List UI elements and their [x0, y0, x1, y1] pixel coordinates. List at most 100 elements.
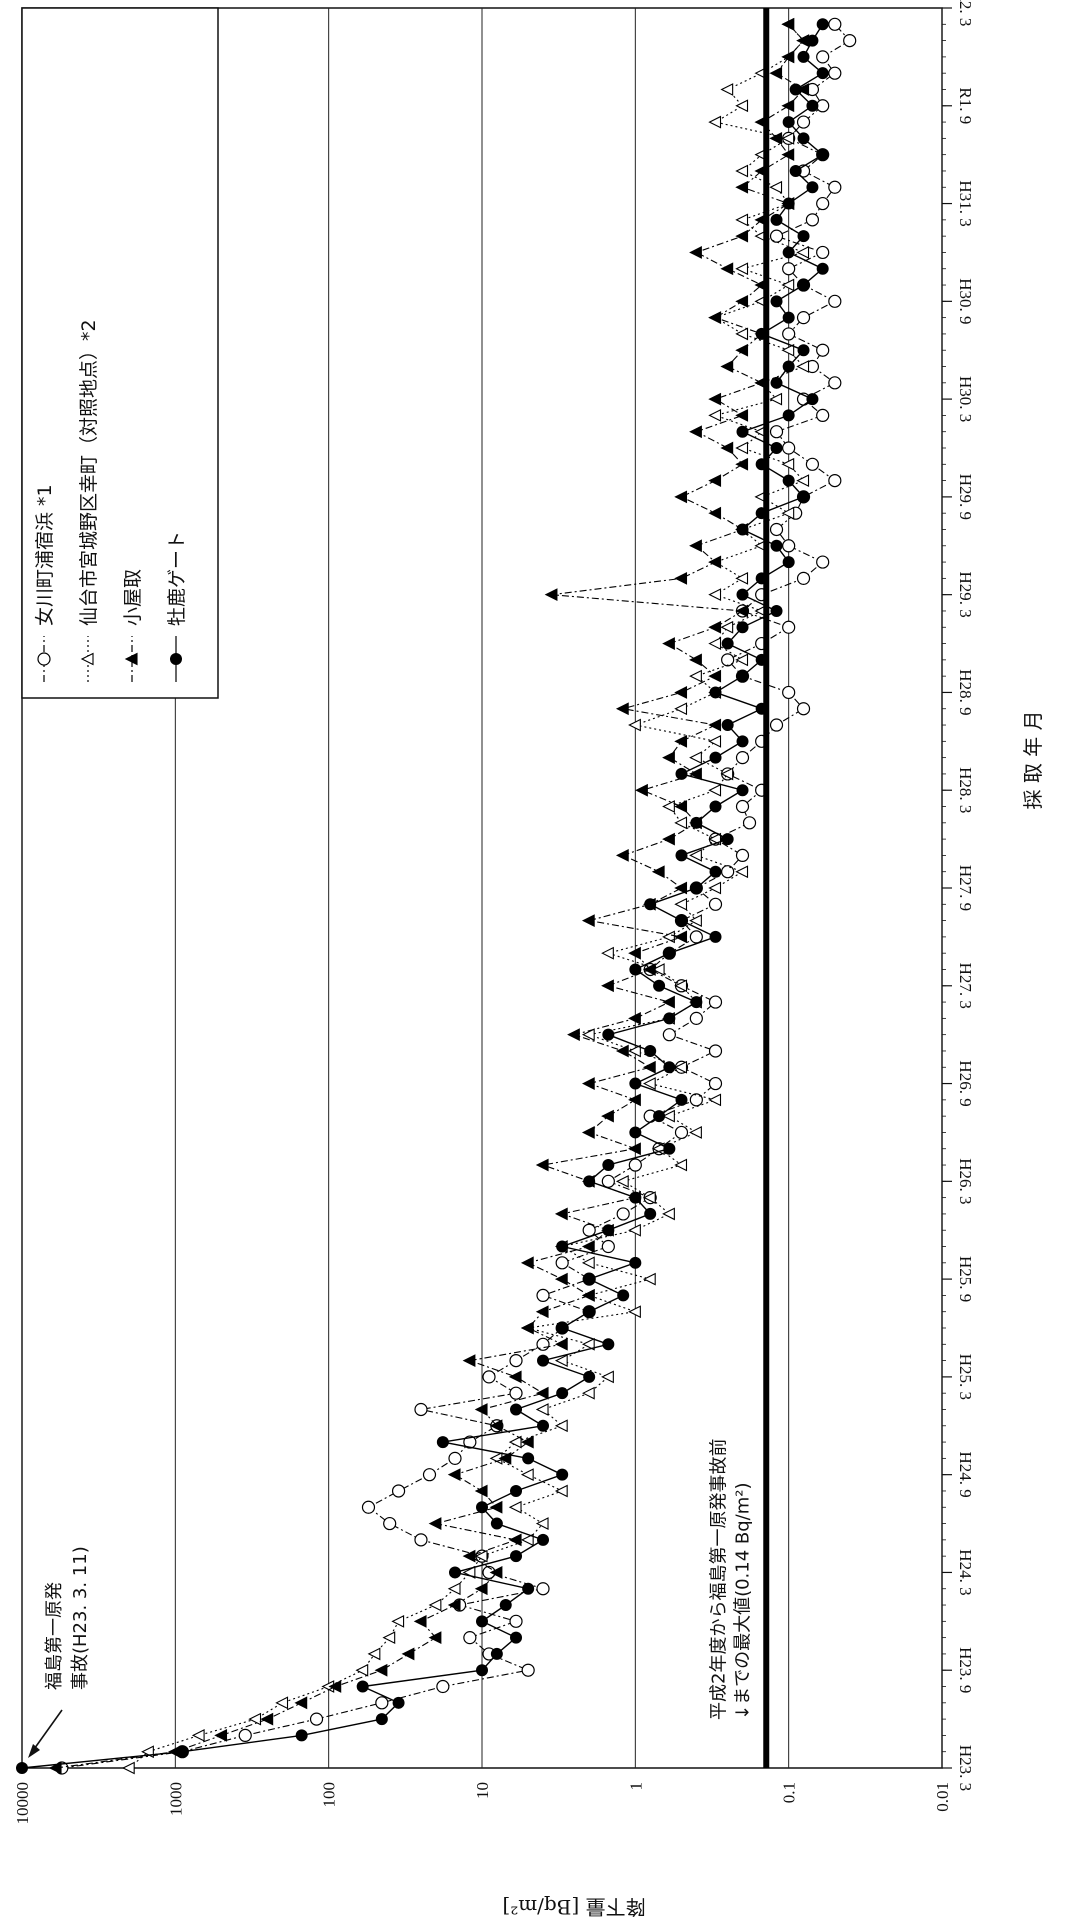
data-point	[383, 1516, 397, 1531]
data-point	[735, 409, 749, 422]
legend-item: 女川町浦宿浜 *1	[34, 484, 56, 682]
data-point	[537, 1419, 550, 1432]
data-point	[675, 849, 688, 862]
data-point	[769, 425, 784, 439]
data-point	[781, 148, 795, 162]
data-point	[674, 686, 688, 699]
data-point	[816, 245, 830, 260]
data-point	[422, 1468, 437, 1482]
data-point	[508, 1533, 522, 1547]
data-point	[463, 1435, 477, 1449]
data-point	[629, 963, 642, 976]
data-point	[769, 66, 783, 80]
data-point	[720, 441, 734, 455]
data-point	[708, 311, 722, 325]
data-point	[782, 360, 795, 373]
data-point	[536, 1582, 550, 1596]
value-tick-label: 10	[473, 1782, 492, 1799]
data-point	[797, 132, 810, 145]
data-point	[689, 914, 702, 927]
value-tick-label: 1000	[166, 1782, 185, 1816]
data-point	[781, 17, 795, 31]
data-point	[770, 295, 783, 308]
data-point	[674, 1158, 688, 1172]
data-point	[797, 230, 810, 243]
legend-label: 牡鹿ゲート	[166, 531, 188, 626]
data-point	[797, 50, 810, 63]
data-point	[709, 930, 722, 943]
legend-marker	[80, 652, 94, 666]
value-tick-label: 0.01	[933, 1782, 952, 1812]
data-point	[674, 800, 688, 813]
data-point	[374, 1663, 388, 1677]
data-point	[214, 1729, 228, 1742]
data-point	[675, 767, 688, 780]
data-point	[828, 376, 842, 390]
data-point	[238, 1728, 252, 1743]
data-point	[601, 946, 614, 960]
data-point	[602, 1028, 615, 1041]
data-point	[520, 1468, 534, 1482]
data-point	[509, 1353, 523, 1368]
data-point	[782, 409, 795, 422]
data-point	[735, 571, 749, 585]
data-point	[736, 588, 749, 601]
data-point	[447, 1598, 461, 1612]
data-point	[735, 751, 750, 765]
data-point	[554, 1272, 568, 1286]
data-point	[782, 246, 795, 259]
data-point	[708, 115, 722, 129]
data-point	[556, 1240, 569, 1253]
accident-annotation-line-1: 福島第一原発	[44, 1582, 65, 1690]
series-3	[48, 17, 810, 1775]
data-point	[361, 1500, 376, 1514]
time-tick-label: H25. 9	[956, 1256, 975, 1302]
data-point	[554, 1419, 568, 1433]
data-point	[191, 1729, 205, 1742]
reference-label-line-1: 平成2年度から福島第一原発事故前	[708, 1439, 729, 1720]
data-point	[537, 1533, 550, 1546]
data-point	[721, 637, 734, 650]
data-point	[708, 637, 722, 650]
data-point	[828, 66, 842, 80]
data-point	[628, 1305, 641, 1319]
data-point	[796, 360, 810, 373]
data-point	[642, 1077, 656, 1090]
data-point	[663, 1142, 676, 1155]
data-point	[520, 1321, 534, 1335]
data-point	[508, 1370, 522, 1384]
data-point	[176, 1745, 189, 1758]
data-point	[735, 262, 749, 276]
data-point	[601, 1109, 614, 1123]
time-tick-label: H29. 3	[956, 572, 975, 618]
data-point	[736, 670, 749, 683]
data-point	[735, 848, 750, 863]
data-point	[674, 897, 688, 911]
data-point	[816, 50, 830, 64]
data-point	[797, 490, 810, 503]
legend-item: 小屋取	[122, 569, 144, 682]
data-point	[689, 1093, 703, 1107]
data-point	[476, 1615, 488, 1628]
time-tick-label: H25. 3	[956, 1354, 975, 1400]
data-point	[535, 1158, 549, 1172]
data-point	[428, 1631, 442, 1645]
data-point	[735, 164, 749, 178]
data-point	[615, 1044, 629, 1058]
data-point	[628, 1093, 641, 1107]
data-point	[663, 947, 676, 960]
time-tick-label: H23. 3	[956, 1745, 975, 1791]
data-point	[806, 393, 819, 406]
data-point	[510, 1631, 523, 1644]
data-point	[735, 327, 749, 341]
data-point	[567, 1028, 580, 1042]
data-point	[816, 148, 829, 161]
data-point	[674, 490, 688, 504]
data-point	[556, 1468, 569, 1481]
data-point	[644, 1207, 657, 1220]
data-point	[628, 946, 641, 960]
data-point	[662, 1109, 675, 1123]
data-point	[413, 1614, 427, 1628]
data-point	[735, 229, 749, 243]
data-point	[674, 571, 688, 585]
